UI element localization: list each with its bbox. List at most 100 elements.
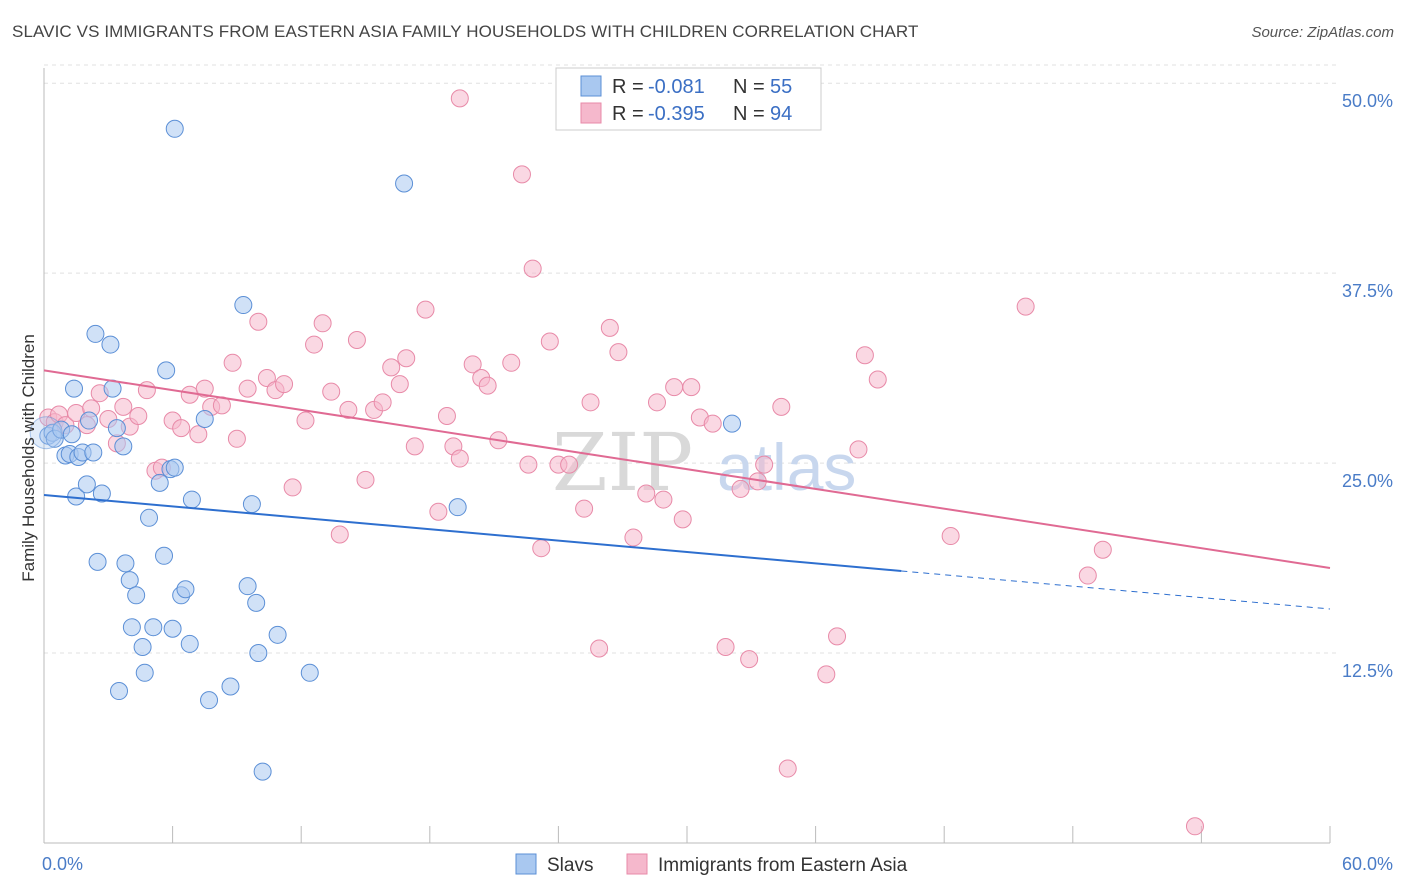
asia-point (437, 406, 456, 425)
asia-point (941, 527, 960, 546)
slavs-point (268, 625, 287, 644)
asia-point (590, 639, 609, 658)
bottom-legend-slavs-swatch (515, 853, 537, 875)
slavs-point (234, 296, 253, 315)
slavs-point (86, 324, 105, 343)
asia-point (249, 312, 268, 331)
slavs-point (176, 580, 195, 599)
slavs-point (300, 663, 319, 682)
asia-point (450, 449, 469, 468)
asia-point (405, 437, 424, 456)
legend-slavs-r-label: R = (612, 76, 644, 98)
asia-point (540, 332, 559, 351)
asia-point (523, 259, 542, 278)
asia-point (868, 370, 887, 389)
slavs-point (80, 411, 99, 430)
asia-point (647, 393, 666, 412)
asia-point (313, 314, 332, 333)
asia-point (356, 470, 375, 489)
y-tick-label: 12.5% (1342, 661, 1393, 681)
asia-point (731, 479, 750, 498)
slavs-point (200, 691, 219, 710)
x-tick-label-max: 60.0% (1342, 854, 1393, 874)
asia-point (382, 358, 401, 377)
asia-point (450, 89, 469, 108)
slavs-point (77, 475, 96, 494)
slavs-point (395, 174, 414, 193)
asia-point (855, 346, 874, 365)
slavs-point (182, 490, 201, 509)
slavs-point (180, 634, 199, 653)
asia-trend-line (43, 369, 1331, 569)
slavs-point (84, 443, 103, 462)
slavs-point (144, 618, 163, 637)
slavs-point (238, 577, 257, 596)
asia-point (238, 379, 257, 398)
series-asia-points (39, 89, 1204, 836)
y-tick-label: 37.5% (1342, 281, 1393, 301)
asia-point (416, 300, 435, 319)
asia-point (512, 165, 531, 184)
slavs-point (157, 361, 176, 380)
asia-point (223, 353, 242, 372)
legend-slavs-swatch (580, 75, 602, 97)
asia-point (478, 376, 497, 395)
slavs-point (110, 682, 129, 701)
asia-point (275, 375, 294, 394)
bottom-legend-slavs-label: Slavs (547, 855, 593, 876)
asia-point (347, 331, 366, 350)
asia-point (581, 393, 600, 412)
asia-point (1016, 297, 1035, 316)
legend-asia-n-label: N = (733, 103, 765, 125)
asia-point (195, 379, 214, 398)
asia-point (560, 455, 579, 474)
slavs-point (165, 458, 184, 477)
asia-point (129, 406, 148, 425)
asia-point (575, 499, 594, 518)
slavs-trend-line (43, 494, 902, 572)
y-tick-label: 50.0% (1342, 91, 1393, 111)
slavs-point (448, 498, 467, 517)
asia-point (339, 400, 358, 419)
y-tick-labels: 12.5% 25.0% 37.5% 50.0% (1342, 91, 1393, 681)
asia-point (137, 381, 156, 400)
slavs-point (195, 410, 214, 429)
asia-point (817, 665, 836, 684)
asia-point (463, 355, 482, 374)
asia-point (609, 343, 628, 362)
legend-slavs-r-value: -0.081 (648, 76, 705, 98)
slavs-point (127, 586, 146, 605)
asia-point (429, 502, 448, 521)
slavs-point (140, 508, 159, 527)
legend-slavs-n-value: 55 (770, 76, 792, 98)
asia-point (322, 382, 341, 401)
slavs-point (65, 379, 84, 398)
slavs-point (150, 473, 169, 492)
asia-point (673, 510, 692, 529)
slavs-point (247, 593, 266, 612)
x-tick-label-min: 0.0% (42, 854, 83, 874)
asia-point (305, 335, 324, 354)
bottom-legend: Slavs Immigrants from Eastern Asia (515, 853, 908, 876)
asia-point (172, 419, 191, 438)
y-tick-label: 25.0% (1342, 471, 1393, 491)
slavs-point (133, 637, 152, 656)
slavs-point (155, 546, 174, 565)
asia-point (755, 455, 774, 474)
asia-point (296, 411, 315, 430)
y-axis-label: Family Households with Children (19, 334, 38, 582)
asia-point (1185, 817, 1204, 836)
asia-point (772, 397, 791, 416)
asia-point (519, 455, 538, 474)
slavs-point (120, 571, 139, 590)
asia-point (716, 637, 735, 656)
series-slavs-points (29, 119, 742, 781)
legend-asia-n-value: 94 (770, 103, 792, 125)
slavs-point (135, 663, 154, 682)
chart-title: SLAVIC VS IMMIGRANTS FROM EASTERN ASIA F… (12, 22, 919, 41)
asia-point (849, 440, 868, 459)
asia-point (390, 375, 409, 394)
asia-point (665, 378, 684, 397)
slavs-point (101, 335, 120, 354)
watermark: ZIP atlas (552, 416, 856, 509)
